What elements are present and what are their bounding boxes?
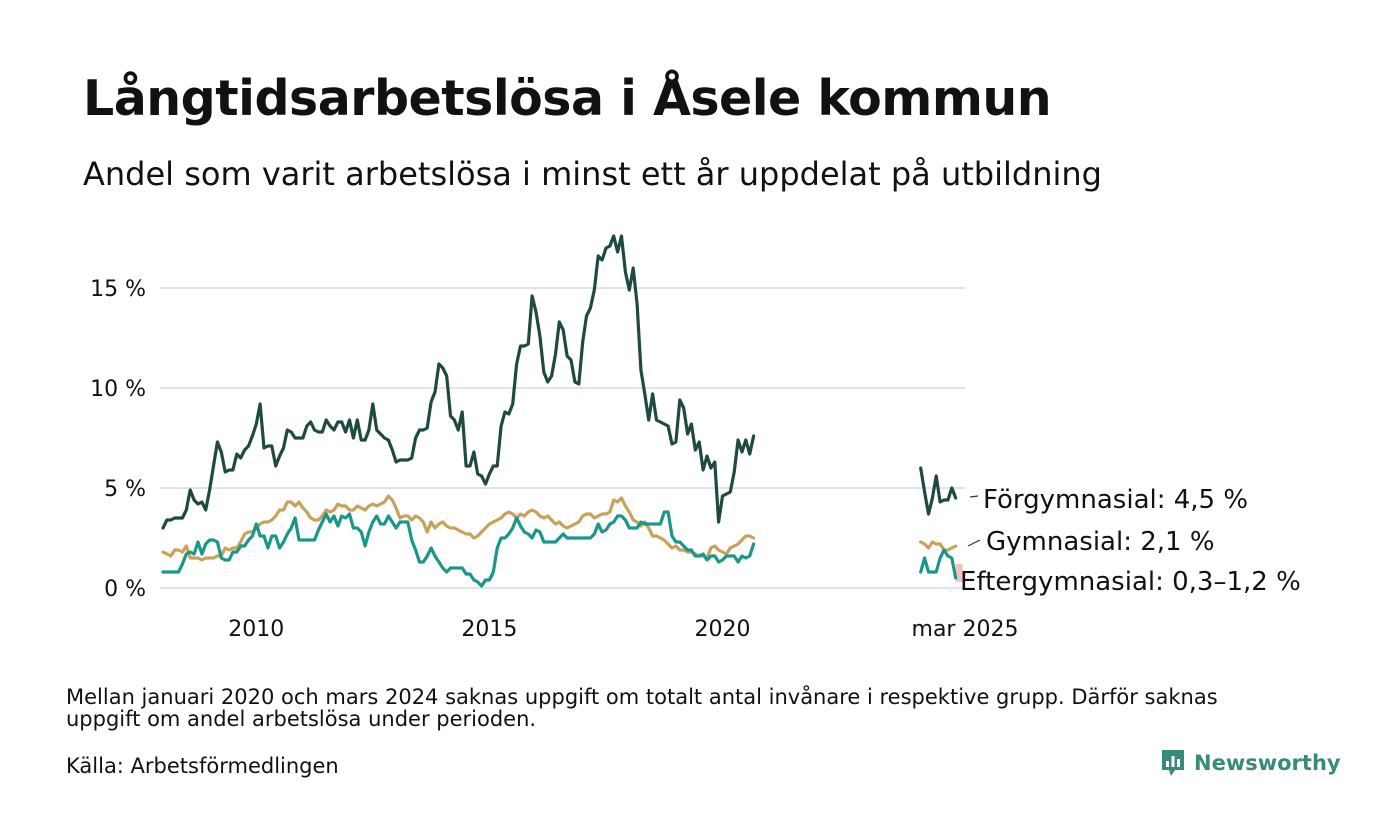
forgymnasial-label: Förgymnasial: 4,5 % [983, 485, 1248, 515]
forgymnasial-line-recent [919, 466, 958, 516]
y-tick-label: 10 % [90, 377, 146, 402]
gymnasial-line-recent [919, 540, 958, 552]
x-tick-label: 2010 [228, 617, 284, 642]
gridlines [160, 287, 965, 589]
brand-logo: Newsworthy [1160, 748, 1341, 778]
y-tick-label: 15 % [90, 277, 146, 302]
chart-note: Mellan januari 2020 och mars 2024 saknas… [66, 685, 1218, 731]
chart-source: Källa: Arbetsförmedlingen [66, 754, 339, 778]
axis-ticks: 0 % 5 % 10 % 15 % 2010 2015 2020 mar 2025 [90, 277, 1018, 642]
direct-labels: Förgymnasial: 4,5 % Gymnasial: 2,1 % Efter… [960, 485, 1301, 597]
x-tick-label: 2015 [461, 617, 517, 642]
chart-subtitle: Andel som varit arbetslösa i minst ett å… [83, 155, 1102, 193]
forgymnasial-leader [969, 495, 979, 498]
series-lines [161, 234, 958, 588]
gymnasial-line [161, 494, 756, 562]
eftergymnasial-line [161, 510, 756, 588]
y-tick-label: 5 % [104, 477, 146, 502]
chart-title: Långtidsarbetslösa i Åsele kommun [83, 70, 1052, 127]
eftergymnasial-line-recent [919, 548, 958, 580]
eftergymnasial-label: Eftergymnasial: 0,3–1,2 % [960, 567, 1301, 597]
gymnasial-label: Gymnasial: 2,1 % [986, 527, 1215, 557]
x-tick-label: mar 2025 [912, 617, 1019, 642]
gymnasial-leader [967, 539, 981, 547]
x-tick-label: 2020 [695, 617, 751, 642]
uncertainty-band [955, 564, 963, 582]
forgymnasial-line [161, 234, 756, 530]
eftergymnasial-range-band [955, 564, 963, 582]
y-tick-label: 0 % [104, 577, 146, 602]
line-chart: Förgymnasial: 4,5 % Gymnasial: 2,1 % Efter… [90, 234, 1301, 642]
newsworthy-logo-icon [1162, 750, 1184, 776]
brand-name: Newsworthy [1194, 751, 1341, 775]
